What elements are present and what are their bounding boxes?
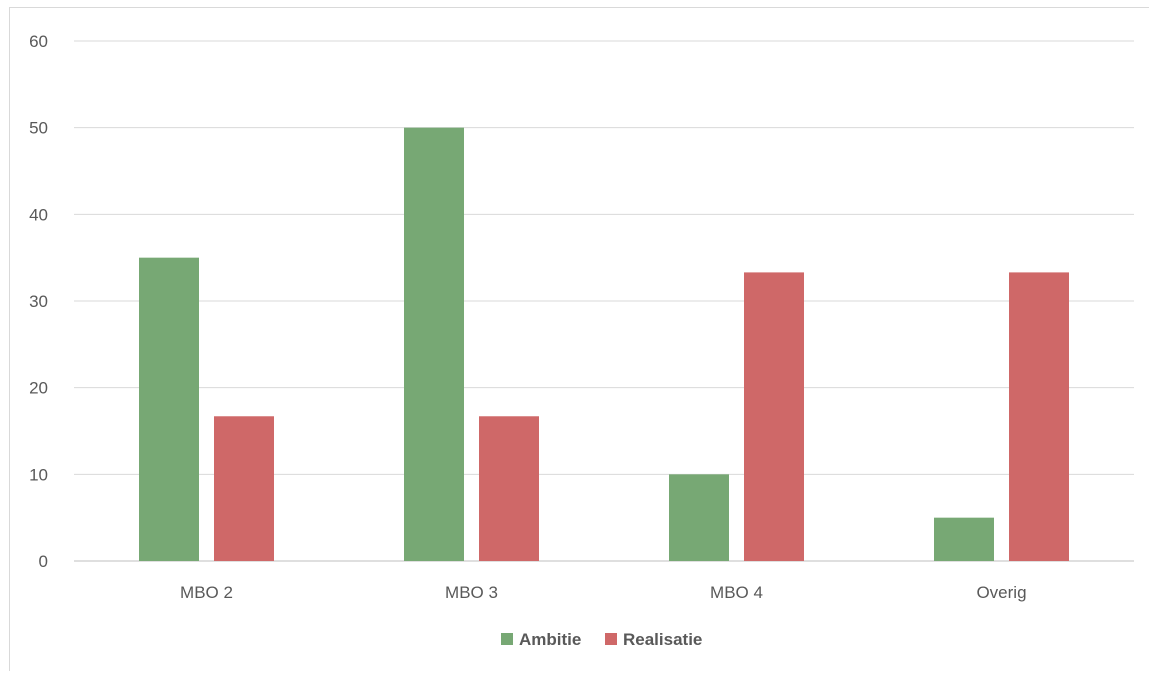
bar-ambitie-mbo-3 (404, 127, 464, 562)
x-tick-label: MBO 4 (710, 583, 763, 602)
y-tick-label: 60 (29, 32, 48, 51)
y-tick-label: 0 (39, 552, 48, 571)
legend-swatch-ambitie (501, 633, 513, 645)
bars (139, 127, 1069, 562)
bar-ambitie-mbo-2 (139, 257, 199, 561)
y-tick-label: 40 (29, 205, 48, 224)
bar-realisatie-mbo-3 (479, 416, 539, 561)
legend-label-realisatie: Realisatie (623, 630, 702, 649)
bar-realisatie-mbo-2 (214, 416, 274, 561)
chart-frame (9, 7, 1149, 671)
bar-realisatie-mbo-4 (744, 272, 804, 561)
legend-swatch-realisatie (605, 633, 617, 645)
y-tick-label: 50 (29, 119, 48, 138)
legend: Ambitie Realisatie (501, 630, 702, 649)
y-tick-label: 10 (29, 465, 48, 484)
gridlines (74, 40, 1134, 562)
x-axis-ticks: MBO 2 MBO 3 MBO 4 Overig (180, 583, 1026, 602)
x-tick-label: Overig (976, 583, 1026, 602)
y-tick-label: 30 (29, 292, 48, 311)
y-axis-ticks: 0 10 20 30 40 50 60 (29, 32, 48, 571)
bar-ambitie-mbo-4 (669, 474, 729, 561)
y-tick-label: 20 (29, 379, 48, 398)
bar-ambitie-overig (934, 517, 994, 561)
bar-realisatie-overig (1009, 272, 1069, 561)
x-tick-label: MBO 3 (445, 583, 498, 602)
legend-label-ambitie: Ambitie (519, 630, 581, 649)
x-tick-label: MBO 2 (180, 583, 233, 602)
